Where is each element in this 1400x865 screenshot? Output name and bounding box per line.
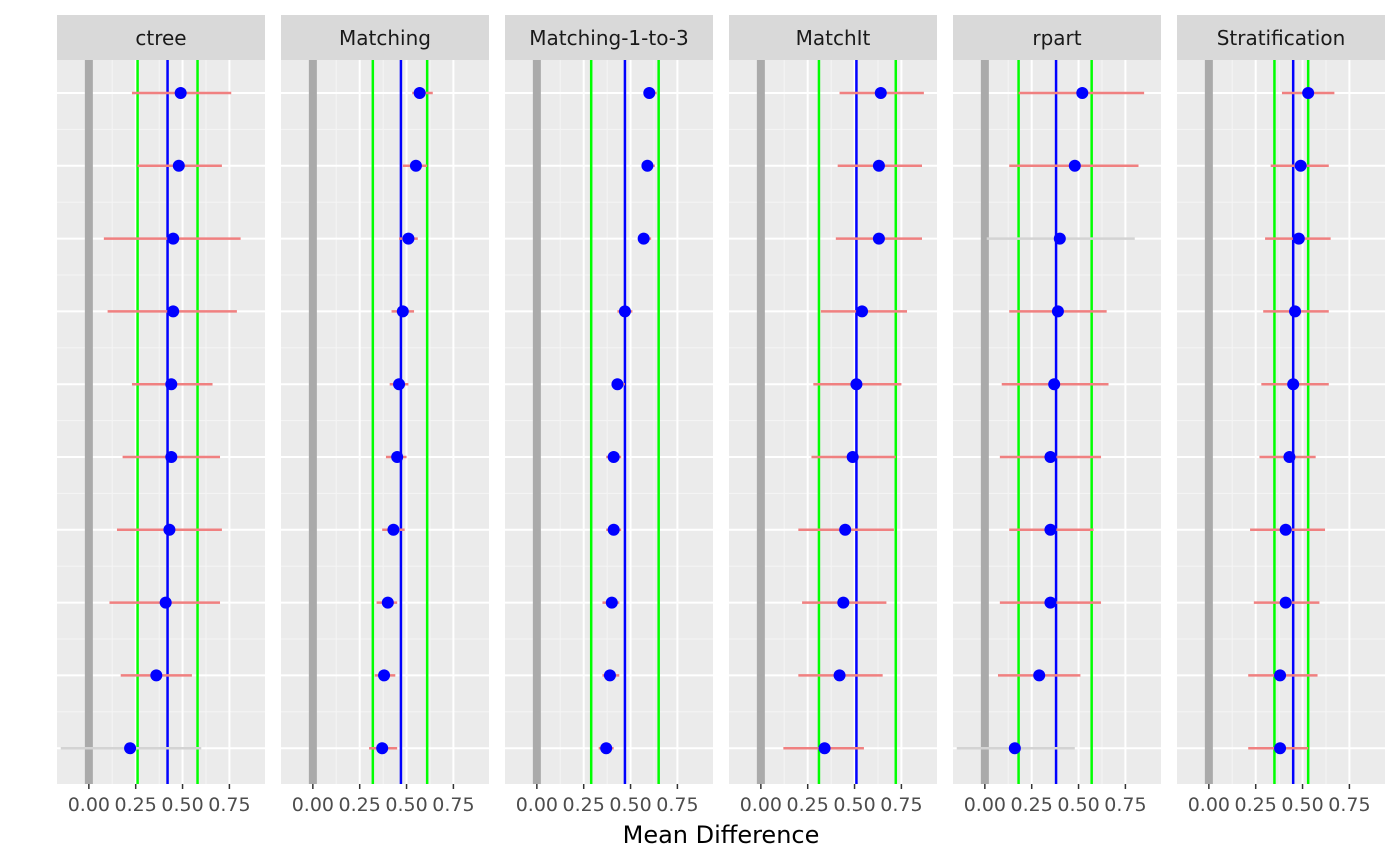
x-tick-label: 0.50 [1057, 794, 1099, 816]
facet-strip-label: rpart [1032, 26, 1081, 50]
estimate-point [1044, 523, 1057, 536]
x-tick-label: 0.75 [656, 794, 698, 816]
estimate-point [641, 159, 654, 172]
x-tick-label: 0.25 [1235, 794, 1277, 816]
facet-strip [1177, 15, 1385, 60]
estimate-point [1292, 232, 1305, 245]
x-tick-label: 0.50 [833, 794, 875, 816]
x-tick-label: 0.00 [516, 794, 558, 816]
x-tick-label: 0.00 [68, 794, 110, 816]
estimate-point [1279, 596, 1292, 609]
estimate-point [1076, 87, 1089, 99]
x-tick-label: 0.25 [1011, 794, 1053, 816]
estimate-point [839, 523, 852, 536]
x-axis-title: Mean Difference [623, 821, 820, 849]
estimate-point [391, 451, 404, 463]
estimate-point [643, 87, 656, 99]
facet-strip [505, 15, 713, 60]
x-tick-label: 0.75 [432, 794, 474, 816]
estimate-point [1302, 87, 1315, 99]
estimate-point [393, 378, 406, 391]
estimate-point [872, 232, 885, 245]
estimate-point [165, 451, 178, 463]
estimate-point [603, 669, 616, 682]
estimate-point [150, 669, 163, 682]
x-tick-label: 0.50 [609, 794, 651, 816]
facet-strip-label: Stratification [1217, 26, 1346, 50]
x-tick-label: 0.25 [787, 794, 829, 816]
estimate-point [165, 378, 178, 391]
estimate-point [381, 596, 394, 609]
facet-strip [57, 15, 265, 60]
estimate-point [1051, 305, 1064, 318]
estimate-point [1294, 159, 1307, 172]
estimate-point [837, 596, 850, 609]
x-tick-label: 0.00 [740, 794, 782, 816]
estimate-point [387, 523, 400, 536]
estimate-point [413, 87, 426, 99]
estimate-point [1053, 232, 1066, 245]
estimate-point [1279, 523, 1292, 536]
estimate-point [600, 742, 613, 755]
estimate-point [167, 305, 180, 318]
estimate-point [1044, 451, 1057, 463]
estimate-point [124, 742, 137, 755]
estimate-point [1033, 669, 1046, 682]
estimate-point [1289, 305, 1302, 318]
estimate-point [396, 305, 409, 318]
facet-strip-label: ctree [135, 26, 186, 50]
facet-strip-label: MatchIt [796, 26, 871, 50]
estimate-point [1008, 742, 1021, 755]
estimate-point [409, 159, 422, 172]
estimate-point [174, 87, 187, 99]
estimate-point [402, 232, 415, 245]
estimate-point [607, 523, 620, 536]
facet-strip [953, 15, 1161, 60]
estimate-point [376, 742, 389, 755]
facet-strip-label: Matching-1-to-3 [529, 26, 689, 50]
estimate-point [378, 669, 391, 682]
x-tick-label: 0.50 [1281, 794, 1323, 816]
x-tick-label: 0.25 [339, 794, 381, 816]
estimate-point [874, 87, 887, 99]
x-tick-label: 0.25 [115, 794, 157, 816]
estimate-point [607, 451, 620, 463]
estimate-point [637, 232, 650, 245]
x-tick-label: 0.00 [964, 794, 1006, 816]
estimate-point [159, 596, 172, 609]
estimate-point [172, 159, 185, 172]
x-tick-label: 0.50 [385, 794, 427, 816]
estimate-point [1274, 742, 1287, 755]
x-tick-label: 0.75 [1104, 794, 1146, 816]
estimate-point [1283, 451, 1296, 463]
facet-strip [729, 15, 937, 60]
estimate-point [856, 305, 869, 318]
x-tick-label: 0.75 [880, 794, 922, 816]
facet-strip [281, 15, 489, 60]
x-tick-label: 0.75 [208, 794, 250, 816]
estimate-point [872, 159, 885, 172]
x-tick-label: 0.00 [1188, 794, 1230, 816]
estimate-point [833, 669, 846, 682]
estimate-point [1287, 378, 1300, 391]
estimate-point [850, 378, 863, 391]
x-tick-label: 0.75 [1328, 794, 1370, 816]
estimate-point [1044, 596, 1057, 609]
estimate-point [1048, 378, 1061, 391]
estimate-point [605, 596, 618, 609]
estimate-point [818, 742, 831, 755]
estimate-point [618, 305, 631, 318]
x-tick-label: 0.25 [563, 794, 605, 816]
estimate-point [163, 523, 176, 536]
x-tick-label: 0.00 [292, 794, 334, 816]
facet-strip-label: Matching [339, 26, 431, 50]
x-tick-label: 0.50 [161, 794, 203, 816]
estimate-point [1068, 159, 1081, 172]
estimate-point [1274, 669, 1287, 682]
estimate-point [846, 451, 859, 463]
estimate-point [167, 232, 180, 245]
estimate-point [611, 378, 624, 391]
